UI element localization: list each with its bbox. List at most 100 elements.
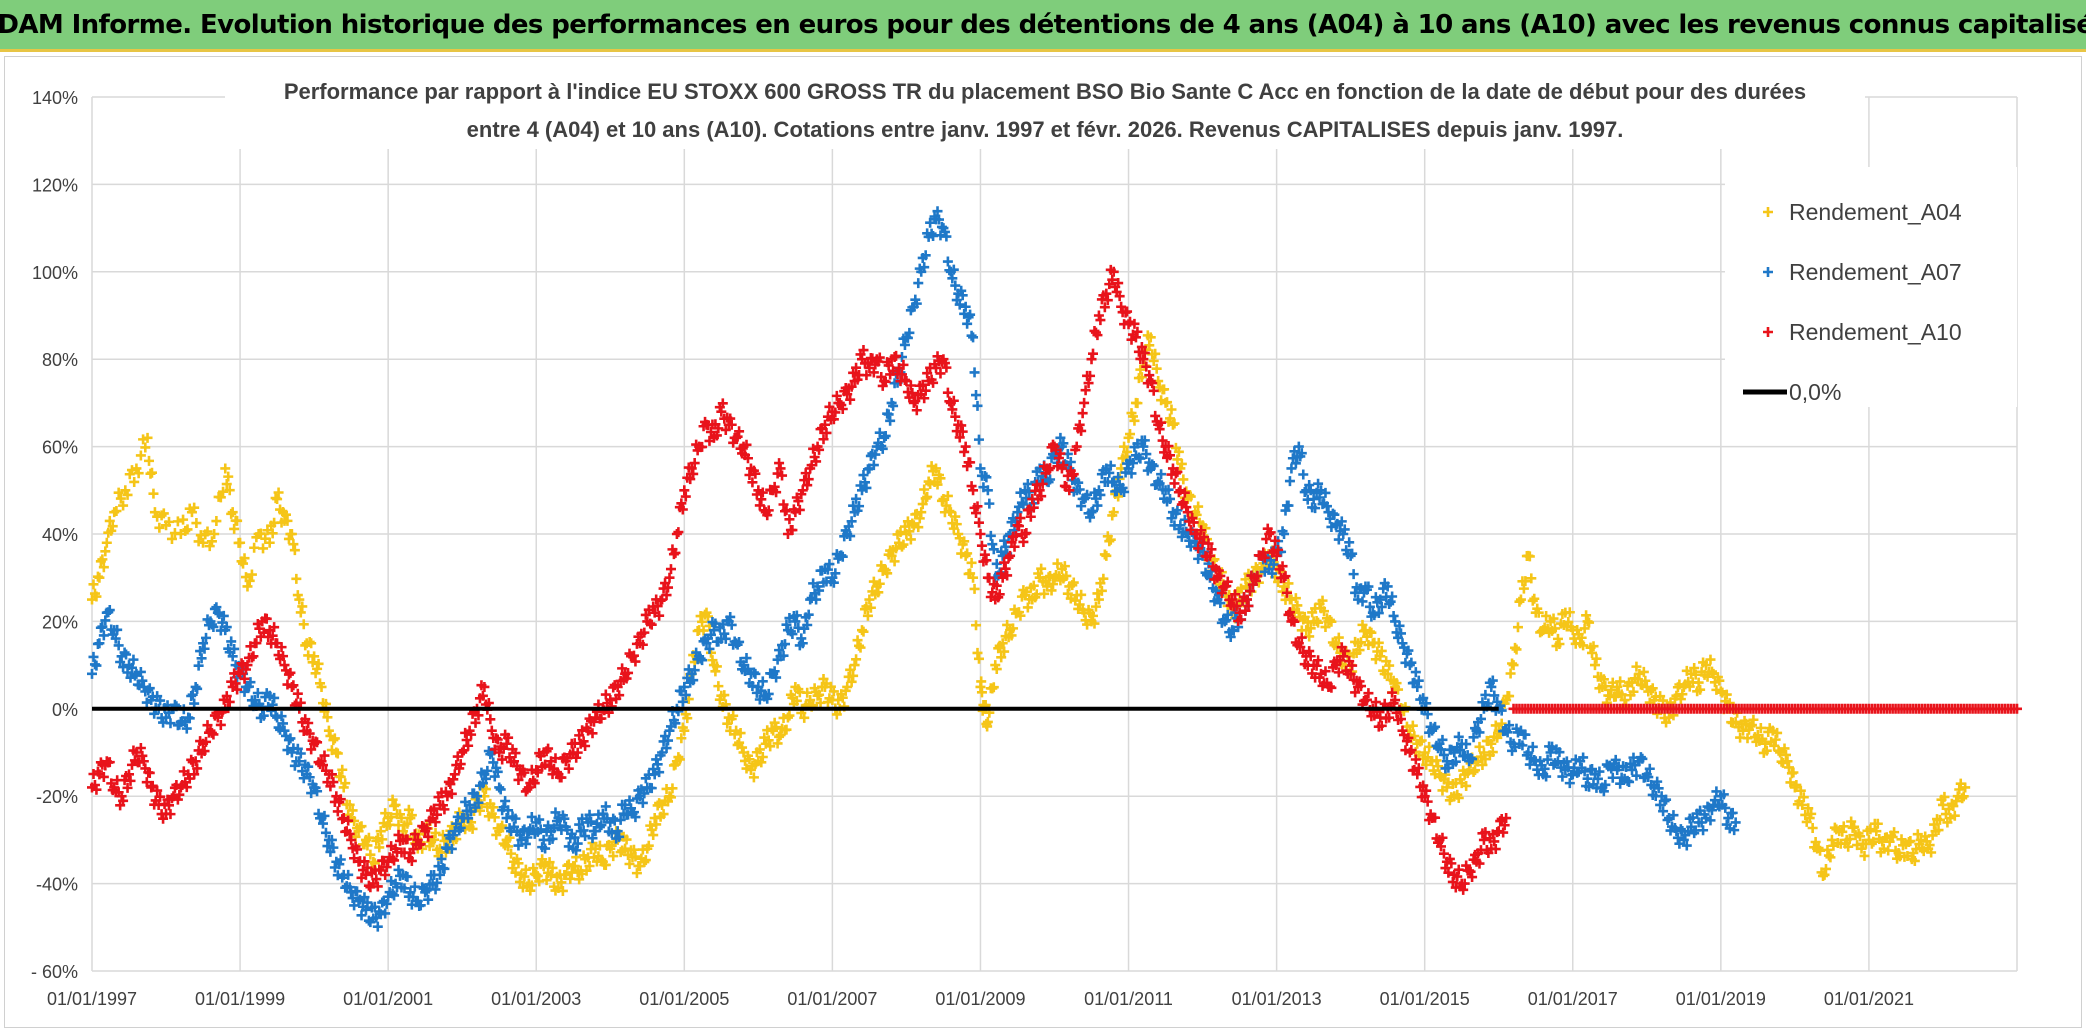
rendement-a10-point bbox=[312, 737, 323, 748]
x-axis-tick-labels: 01/01/1997 01/01/1999 01/01/2001 01/01/2003… bbox=[47, 989, 1914, 1009]
rendement-a07-point bbox=[846, 516, 857, 527]
rendement-a07-point bbox=[587, 833, 598, 844]
x-tick-label: 01/01/2007 bbox=[787, 989, 877, 1009]
rendement-a04-point bbox=[862, 610, 873, 621]
rendement-a04-point bbox=[857, 625, 867, 636]
rendement-a04-point bbox=[951, 519, 962, 530]
rendement-a04-point bbox=[842, 681, 853, 692]
rendement-a04-point bbox=[1150, 348, 1161, 359]
rendement-a10-point bbox=[742, 453, 753, 464]
rendement-a07-point bbox=[1659, 796, 1670, 807]
rendement-a10-point bbox=[910, 396, 921, 407]
rendement-a04-point bbox=[1162, 397, 1173, 408]
rendement-a10-point bbox=[1396, 714, 1406, 725]
rendement-a07-point bbox=[868, 460, 879, 471]
rendement-a07-point bbox=[199, 643, 210, 654]
rendement-a04-point bbox=[238, 558, 249, 569]
rendement-a10-point bbox=[1261, 534, 1272, 545]
rendement-a07-point bbox=[1082, 489, 1093, 500]
rendement-a07-point bbox=[769, 666, 780, 677]
rendement-a10-point bbox=[1043, 464, 1054, 475]
rendement-a10-point bbox=[269, 622, 280, 633]
rendement-a10-point bbox=[371, 874, 382, 885]
rendement-a04-point bbox=[547, 862, 558, 873]
rendement-a10-point bbox=[346, 834, 357, 845]
rendement-a07-point bbox=[492, 766, 503, 777]
data-points bbox=[87, 206, 2022, 932]
rendement-a10-point bbox=[1113, 278, 1124, 289]
rendement-a04-point bbox=[1826, 834, 1837, 845]
rendement-a10-point bbox=[818, 434, 829, 445]
rendement-a04-point bbox=[309, 651, 320, 662]
rendement-a04-point bbox=[191, 518, 202, 529]
rendement-a04-point bbox=[889, 556, 900, 567]
rendement-a07-point bbox=[97, 621, 108, 632]
rendement-a04-point bbox=[280, 509, 291, 520]
rendement-a07-point bbox=[1267, 568, 1278, 579]
rendement-a07-point bbox=[482, 765, 493, 776]
rendement-a10-point bbox=[1196, 525, 1207, 536]
rendement-a07-point bbox=[883, 409, 894, 420]
rendement-a07-point bbox=[1215, 598, 1226, 609]
rendement-a10-point bbox=[725, 413, 736, 424]
rendement-a10-point bbox=[1088, 348, 1098, 359]
chart-title-line-2: entre 4 (A04) et 10 ans (A10). Cotations… bbox=[467, 117, 1624, 142]
rendement-a10-point bbox=[529, 778, 540, 789]
rendement-a10-point bbox=[1203, 538, 1214, 549]
rendement-a07-point bbox=[353, 896, 364, 907]
rendement-a10-point bbox=[676, 498, 687, 509]
rendement-a04-point bbox=[1320, 622, 1331, 633]
rendement-a07-point bbox=[446, 843, 457, 854]
rendement-a10-point bbox=[158, 813, 169, 824]
rendement-a07-point bbox=[252, 688, 263, 699]
rendement-a10-point bbox=[639, 627, 650, 638]
rendement-a07-point bbox=[1147, 459, 1158, 470]
rendement-a07-point bbox=[312, 786, 323, 797]
rendement-a04-point bbox=[1798, 792, 1809, 803]
rendement-a04-point bbox=[402, 818, 413, 829]
rendement-a10-point bbox=[908, 397, 919, 408]
rendement-a10-point bbox=[811, 456, 822, 467]
rendement-a07-point bbox=[979, 471, 990, 482]
y-tick-label: 0% bbox=[52, 700, 78, 720]
rendement-a10-point bbox=[957, 426, 968, 437]
rendement-a10-point bbox=[429, 803, 440, 814]
rendement-a10-point bbox=[563, 763, 574, 774]
rendement-a10-point bbox=[1354, 676, 1365, 687]
x-tick-label: 01/01/2013 bbox=[1232, 989, 1322, 1009]
rendement-a10-point bbox=[1390, 695, 1401, 706]
rendement-a07-point bbox=[704, 643, 715, 654]
rendement-a07-point bbox=[534, 814, 545, 825]
rendement-a04-point bbox=[1855, 831, 1866, 842]
rendement-a10-point bbox=[688, 468, 699, 479]
rendement-a04-point bbox=[1098, 573, 1109, 584]
rendement-a07-point bbox=[1730, 817, 1741, 828]
rendement-a04-point bbox=[510, 867, 521, 878]
rendement-a10-point bbox=[446, 788, 457, 799]
rendement-a10-point bbox=[1204, 550, 1215, 561]
rendement-a07-point bbox=[1564, 778, 1575, 789]
rendement-a04-point bbox=[1715, 686, 1726, 697]
rendement-a10-point bbox=[1403, 732, 1414, 743]
rendement-a04-point bbox=[1819, 869, 1830, 880]
rendement-a10-point bbox=[146, 782, 157, 793]
rendement-a07-point bbox=[488, 757, 499, 768]
rendement-a04-point bbox=[1541, 610, 1552, 621]
rendement-a04-point bbox=[513, 858, 524, 869]
rendement-a04-point bbox=[852, 635, 863, 646]
rendement-a07-point bbox=[1495, 700, 1506, 711]
rendement-a07-point bbox=[304, 772, 315, 783]
rendement-a04-point bbox=[1552, 633, 1563, 644]
rendement-a04-point bbox=[526, 880, 537, 891]
rendement-a07-point bbox=[221, 622, 232, 633]
rendement-a07-point bbox=[904, 327, 915, 338]
rendement-a07-point bbox=[679, 681, 690, 692]
rendement-a10-point bbox=[1443, 867, 1454, 878]
rendement-a04-point bbox=[1849, 821, 1860, 832]
rendement-a10-point bbox=[430, 817, 441, 828]
rendement-a04-point bbox=[1145, 332, 1156, 343]
rendement-a04-point bbox=[1581, 610, 1592, 621]
rendement-a04-point bbox=[682, 713, 693, 724]
rendement-a07-point bbox=[334, 859, 345, 870]
rendement-a04-point bbox=[1905, 836, 1916, 847]
